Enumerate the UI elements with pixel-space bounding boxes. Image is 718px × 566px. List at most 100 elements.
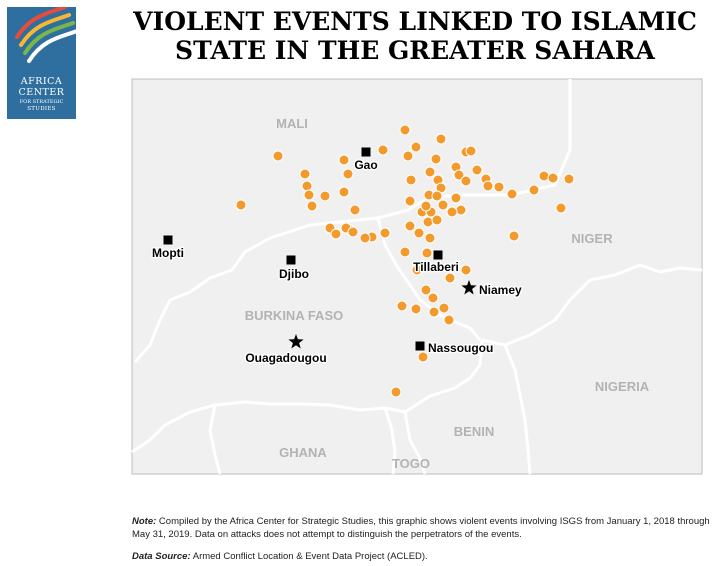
event-dot (272, 150, 284, 162)
country-label-benin: BENIN (454, 424, 494, 439)
event-dot (330, 228, 342, 240)
event-dot (399, 246, 411, 258)
event-dot (431, 190, 443, 202)
event-dot (555, 202, 567, 214)
event-dot (410, 303, 422, 315)
note: Note: Compiled by the Africa Center for … (132, 515, 712, 541)
logo-line-3: FOR STRATEGIC (19, 99, 64, 105)
event-dot (453, 169, 465, 181)
event-dot (338, 186, 350, 198)
country-label-burkina-faso: BURKINA FASO (245, 308, 343, 323)
city-label-nassougou: Nassougou (428, 341, 493, 355)
logo-stripe (27, 29, 76, 63)
city-label-tillaberi: Tillaberi (413, 260, 459, 274)
event-dot (538, 170, 550, 182)
border-benin-nigeria (481, 263, 703, 347)
event-dot (377, 144, 389, 156)
border-ghana-togo (383, 407, 397, 475)
event-dot (438, 302, 450, 314)
event-dot (301, 180, 313, 192)
city-square-icon-gao (361, 147, 371, 157)
event-dot (430, 153, 442, 165)
country-borders (131, 79, 703, 475)
event-dot (420, 284, 432, 296)
border-burkina-south (131, 339, 484, 454)
event-dot (482, 180, 494, 192)
logo-line-2: CENTER (18, 87, 65, 98)
event-dot (427, 292, 439, 304)
data-source-label: Data Source: (132, 551, 191, 562)
event-dot (396, 300, 408, 312)
country-label-mali: MALI (276, 116, 308, 131)
logo-line-1: AFRICA (20, 76, 63, 87)
event-dot (306, 200, 318, 212)
city-label-mopti: Mopti (152, 246, 184, 260)
event-dot (303, 189, 315, 201)
city-square-icon-tillaberi (433, 250, 443, 260)
border-ghana-west (208, 404, 222, 475)
event-dot (428, 306, 440, 318)
event-dot (417, 351, 429, 363)
event-dot (444, 272, 456, 284)
border-burkina-niger (376, 217, 482, 341)
data-source-text: Armed Conflict Location & Event Data Pro… (192, 551, 428, 562)
event-dot (435, 133, 447, 145)
event-dot (347, 226, 359, 238)
capital-star-icon-niamey (461, 280, 477, 295)
event-dot (338, 154, 350, 166)
capital-star-icon-ouagadougou (288, 334, 304, 349)
city-label-ouagadougou: Ouagadougou (245, 351, 326, 365)
country-label-togo: TOGO (392, 456, 430, 471)
event-dot (471, 164, 483, 176)
event-dot (563, 173, 575, 185)
event-dot (465, 145, 477, 157)
country-label-niger: NIGER (571, 231, 613, 246)
border-benin-nigeria-south (503, 344, 532, 475)
event-dot (359, 232, 371, 244)
border-togo-benin (403, 411, 427, 475)
event-dot (235, 199, 247, 211)
logo-line-4: STUDIES (27, 106, 56, 112)
event-dot (424, 166, 436, 178)
map-title-line-1: VIOLENT EVENTS LINKED TO ISLAMIC (133, 7, 697, 36)
violent-events (235, 124, 575, 398)
city-square-icon-nassougou (415, 341, 425, 351)
event-dot (450, 192, 462, 204)
event-dot (319, 190, 331, 202)
event-dot (431, 214, 443, 226)
logo-stripe (19, 13, 71, 47)
event-dot (420, 200, 432, 212)
event-dot (547, 172, 559, 184)
city-label-djibo: Djibo (279, 267, 309, 281)
city-square-icon-mopti (163, 235, 173, 245)
event-dot (342, 168, 354, 180)
country-labels: MALI NIGER BURKINA FASO NIGERIA GHANA TOGO BEN… (245, 116, 650, 471)
logo-stripe (15, 7, 67, 39)
event-dot (437, 199, 449, 211)
event-dot (528, 184, 540, 196)
city-label-gao: Gao (354, 158, 377, 172)
event-dot (443, 314, 455, 326)
data-source: Data Source: Armed Conflict Location & E… (132, 550, 712, 563)
event-dot (421, 247, 433, 259)
africa-continent-icon (15, 7, 76, 63)
city-label-niamey: Niamey (479, 283, 522, 297)
map-title-line-2: STATE IN THE GREATER SAHARA (175, 36, 655, 65)
border-mali-burkina (133, 228, 296, 363)
event-dot (506, 188, 518, 200)
event-dot (404, 195, 416, 207)
event-dot (405, 174, 417, 186)
note-label: Note: (132, 516, 157, 527)
event-dot (422, 216, 434, 228)
event-dot (493, 181, 505, 193)
event-dot (410, 141, 422, 153)
event-dot (413, 227, 425, 239)
logo-stripe (23, 21, 75, 55)
event-dot (399, 124, 411, 136)
event-dot (460, 175, 472, 187)
event-dot (379, 227, 391, 239)
cities: Gao Mopti Djibo Tillaberi Niamey Ouagadougou N… (151, 147, 523, 366)
note-text: Compiled by the Africa Center for Strate… (132, 516, 710, 540)
event-dot (402, 150, 414, 162)
event-dot (446, 206, 458, 218)
